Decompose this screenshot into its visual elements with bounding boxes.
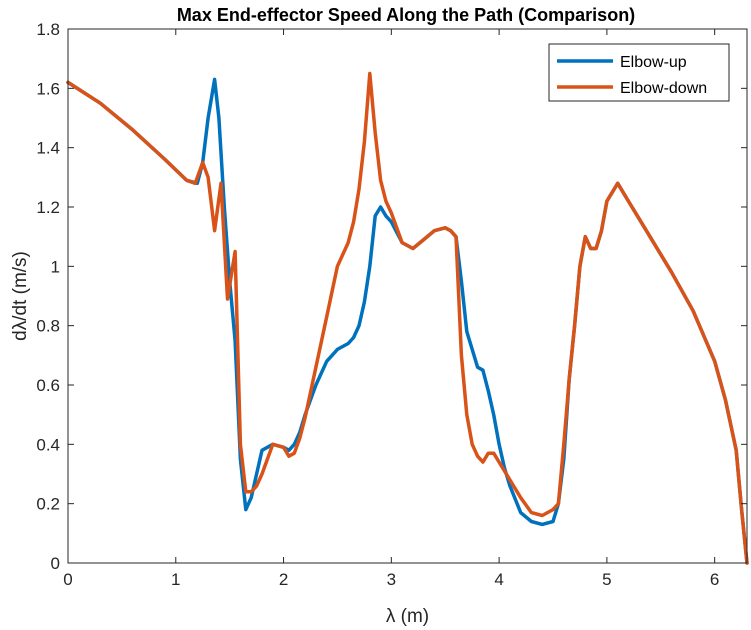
y-tick-label: 1 (51, 257, 60, 276)
y-tick-label: 0 (51, 554, 60, 573)
x-tick-label: 1 (171, 570, 180, 589)
y-tick-label: 1.6 (36, 79, 60, 98)
x-tick-label: 5 (602, 570, 611, 589)
y-tick-label: 1.4 (36, 139, 60, 158)
y-axis-label: dλ/dt (m/s) (10, 251, 31, 341)
x-tick-label: 2 (279, 570, 288, 589)
x-tick-label: 3 (387, 570, 396, 589)
series-line-elbow-down (66, 71, 749, 565)
chart-title: Max End-effector Speed Along the Path (C… (177, 5, 635, 25)
legend-box (548, 43, 730, 102)
y-tick-label: 0.2 (36, 495, 60, 514)
legend: Elbow-up Elbow-down (548, 43, 730, 102)
plot-area (66, 71, 749, 565)
y-tick-label: 0.6 (36, 376, 60, 395)
x-axis-label: λ (m) (386, 606, 429, 627)
legend-label-elbow-down: Elbow-down (620, 80, 707, 97)
axes-box (67, 28, 748, 564)
y-tick-label: 0.8 (36, 317, 60, 336)
x-tick-label: 6 (710, 570, 719, 589)
y-tick-label: 1.2 (36, 198, 60, 217)
axis-ticks: 0 1 2 3 4 5 6 0 0.2 0.4 0.6 0.8 1 1.2 1.4 1.6 1.8 (36, 20, 747, 589)
y-tick-label: 1.8 (36, 20, 60, 39)
legend-label-elbow-up: Elbow-up (620, 54, 687, 71)
x-tick-label: 0 (63, 570, 72, 589)
x-tick-label: 4 (494, 570, 503, 589)
y-tick-label: 0.4 (36, 435, 60, 454)
